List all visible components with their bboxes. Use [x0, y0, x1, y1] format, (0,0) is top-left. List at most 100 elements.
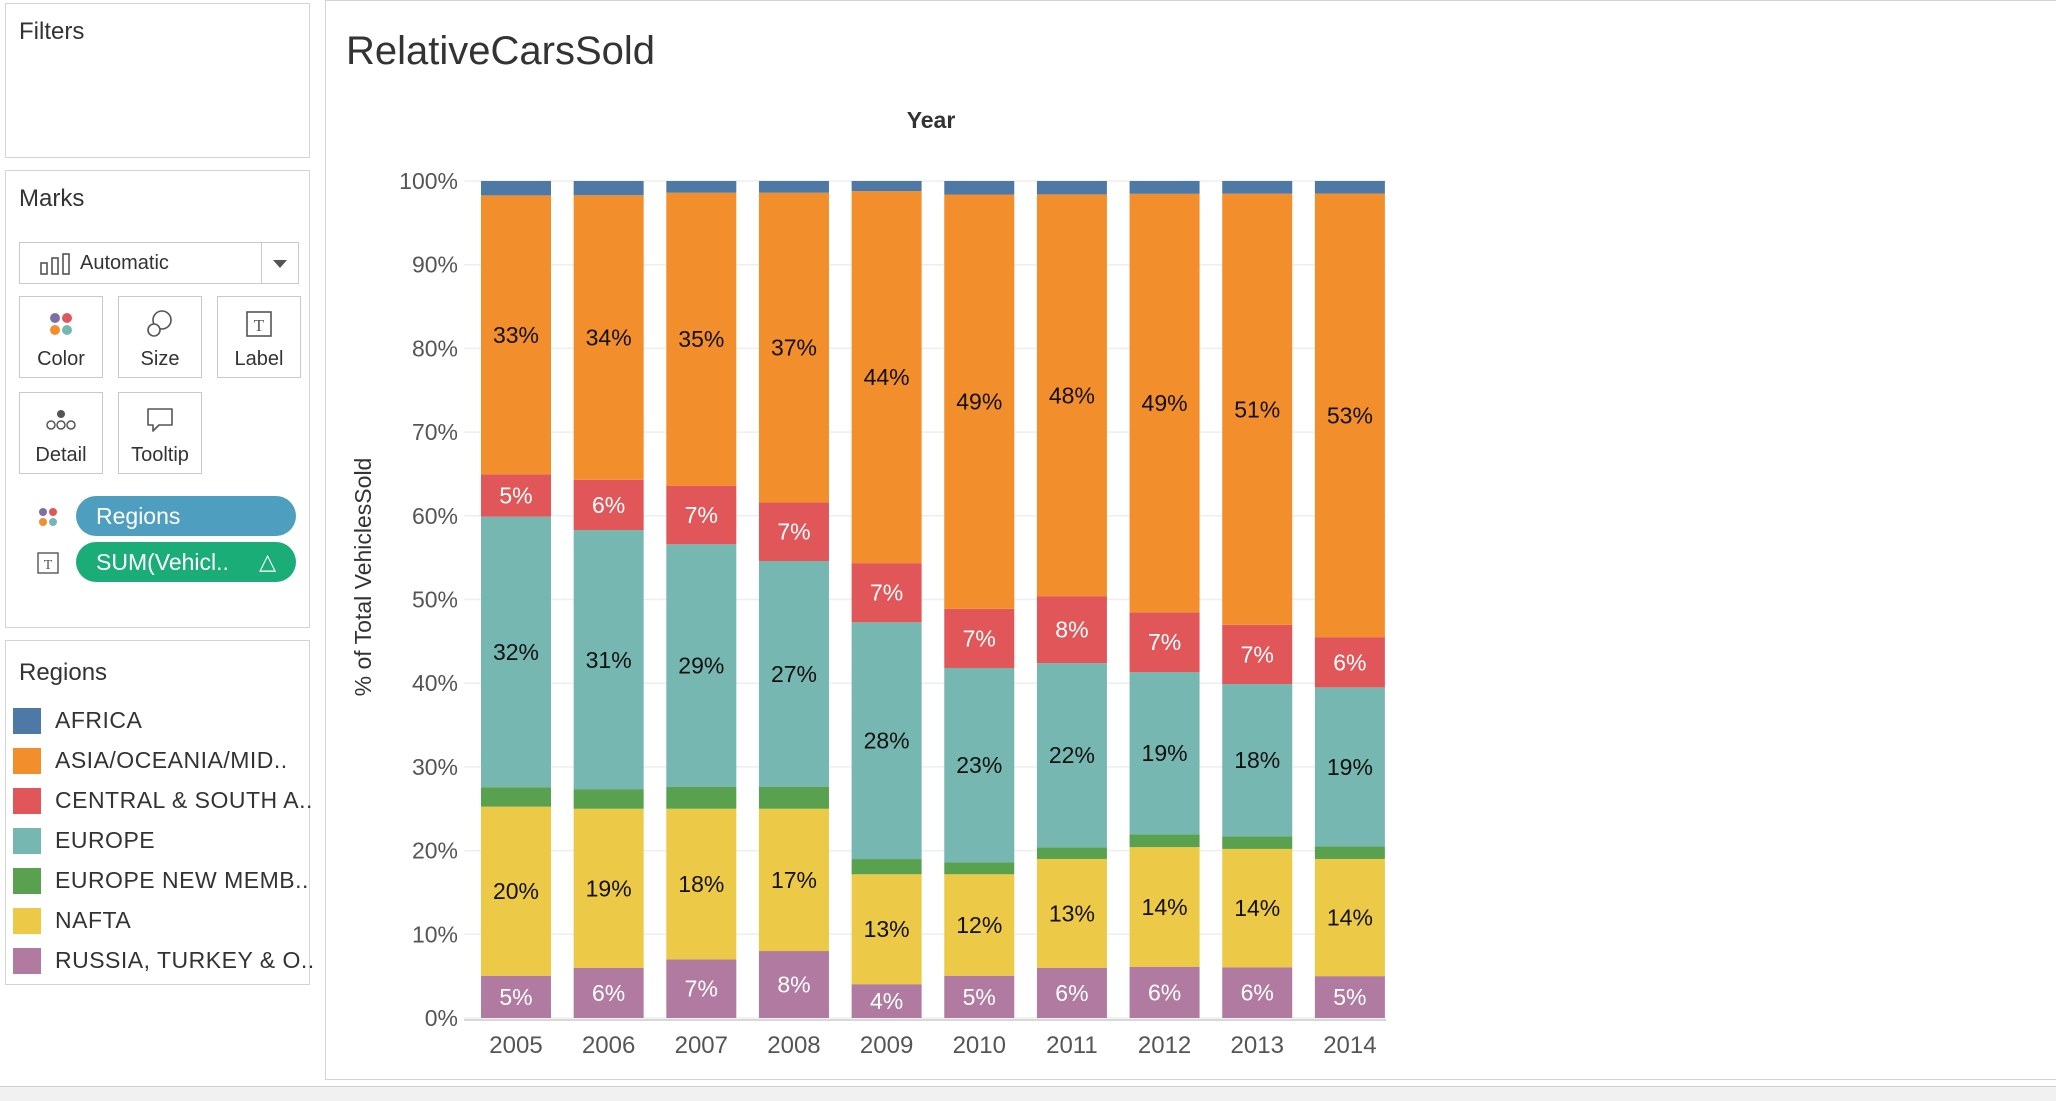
bar-data-label: 34% — [586, 325, 632, 351]
color-card[interactable]: Color — [19, 296, 103, 378]
size-card-label: Size — [140, 348, 180, 370]
y-tick-label: 70% — [412, 419, 458, 445]
bar-data-label: 13% — [864, 916, 910, 942]
x-tick-label: 2005 — [489, 1032, 542, 1059]
x-tick-label: 2008 — [767, 1032, 820, 1059]
filters-shelf[interactable]: Filters — [5, 3, 310, 158]
regions-pill-text: Regions — [96, 503, 181, 529]
marks-card: Marks Automatic Color Size — [5, 170, 310, 628]
bar-segment — [1036, 181, 1107, 195]
bar-segment — [1129, 181, 1200, 194]
bar-segment — [944, 667, 1015, 863]
mark-type-dropdown[interactable]: Automatic — [19, 242, 299, 284]
bar-segment — [481, 787, 551, 807]
y-tick-label: 50% — [412, 587, 458, 613]
detail-card[interactable]: Detail — [19, 392, 103, 474]
x-tick-label: 2014 — [1323, 1032, 1376, 1059]
bar-segment — [1036, 663, 1107, 848]
bar-data-label: 6% — [1241, 980, 1274, 1006]
bar-data-label: 31% — [586, 647, 632, 673]
chevron-down-icon[interactable] — [261, 243, 298, 283]
x-tick-label: 2012 — [1138, 1032, 1191, 1059]
label-icon: T — [37, 552, 59, 574]
bar-segment — [851, 984, 922, 1018]
bar-segment — [481, 975, 551, 1018]
color-icon — [50, 313, 72, 335]
bar-segment — [1314, 976, 1385, 1018]
bar-segment — [1129, 847, 1200, 967]
bar-segment — [666, 544, 737, 787]
color-legend: Regions AFRICA ASIA/OCEANIA/MID.. CENTRAL … — [5, 640, 314, 985]
bar-data-label: 49% — [956, 389, 1002, 415]
y-tick-label: 60% — [412, 503, 458, 529]
legend-label: RUSSIA, TURKEY & O.. — [55, 947, 315, 973]
bar-segment — [481, 516, 551, 788]
label-card[interactable]: T Label — [217, 296, 301, 378]
y-tick-label: 20% — [412, 838, 458, 864]
y-tick-label: 100% — [399, 168, 458, 194]
bar-segment — [758, 502, 829, 561]
bar-data-label: 8% — [1055, 617, 1088, 643]
legend-label: NAFTA — [55, 907, 132, 933]
bar-segment — [573, 479, 644, 531]
filters-title: Filters — [19, 18, 85, 45]
legend-swatch — [13, 908, 41, 934]
bar-segment — [758, 560, 829, 787]
y-tick-label: 90% — [412, 252, 458, 278]
bar-data-label: 19% — [586, 875, 632, 901]
bar-segment — [758, 786, 829, 809]
bar-data-label: 33% — [493, 322, 539, 348]
bar-segment — [758, 192, 829, 503]
bar-data-label: 12% — [956, 912, 1002, 938]
x-tick-label: 2011 — [1046, 1032, 1098, 1059]
sum-vehicles-pill[interactable]: SUM(Vehicl.. △ — [76, 542, 296, 582]
bar-data-label: 19% — [1327, 754, 1373, 780]
bar-segment — [944, 975, 1015, 1018]
bar-data-label: 37% — [771, 335, 817, 361]
bar-data-label: 49% — [1142, 390, 1188, 416]
bar-segment — [573, 181, 644, 196]
bar-segment — [666, 786, 737, 809]
bar-data-label: 53% — [1327, 402, 1373, 428]
bar-segment — [666, 192, 737, 486]
label-card-label: Label — [234, 348, 284, 370]
bar-segment — [944, 862, 1015, 875]
bar-segment — [944, 608, 1015, 668]
legend-label: EUROPE NEW MEMB.. — [55, 867, 309, 893]
sheet-tab-strip — [0, 1086, 2056, 1101]
bar-segment — [944, 874, 1015, 976]
bar-data-label: 18% — [1234, 747, 1280, 773]
column-header-title: Year — [907, 107, 956, 133]
color-card-label: Color — [37, 348, 85, 370]
y-tick-label: 30% — [412, 754, 458, 780]
bar-segment — [1222, 684, 1293, 837]
bar-data-label: 6% — [1148, 979, 1181, 1005]
tooltip-card[interactable]: Tooltip — [118, 392, 202, 474]
bar-data-label: 5% — [963, 984, 996, 1010]
bar-data-label: 17% — [771, 867, 817, 893]
stacked-bar-chart: 0% 10% 20% 30% 40% 50% 60% 70% 80% 90% 100% Year % o… — [350, 107, 1386, 1059]
bar-data-label: 23% — [956, 752, 1002, 778]
marks-title: Marks — [19, 185, 85, 212]
bar-data-label: 4% — [870, 988, 903, 1014]
bar-segment — [666, 959, 737, 1018]
regions-pill[interactable]: Regions — [76, 496, 296, 536]
bar-segment — [1036, 194, 1107, 597]
bar-data-label: 7% — [777, 519, 810, 545]
bar-data-label: 5% — [499, 984, 532, 1010]
size-card[interactable]: Size — [118, 296, 202, 378]
y-tick-label: 10% — [412, 921, 458, 947]
bar-segment — [1129, 672, 1200, 835]
bar-data-label: 20% — [493, 878, 539, 904]
bar-data-label: 14% — [1327, 905, 1373, 931]
bar-data-label: 27% — [771, 661, 817, 687]
sum-vehicles-pill-text: SUM(Vehicl.. — [96, 549, 229, 575]
bar-segment — [851, 191, 922, 564]
bar-segment — [481, 474, 551, 517]
bar-segment — [573, 967, 644, 1018]
bar-segment — [944, 181, 1015, 195]
legend-label: EUROPE — [55, 827, 156, 853]
legend-title: Regions — [19, 659, 108, 686]
bar-data-label: 32% — [493, 639, 539, 665]
legend-swatch — [13, 748, 41, 774]
